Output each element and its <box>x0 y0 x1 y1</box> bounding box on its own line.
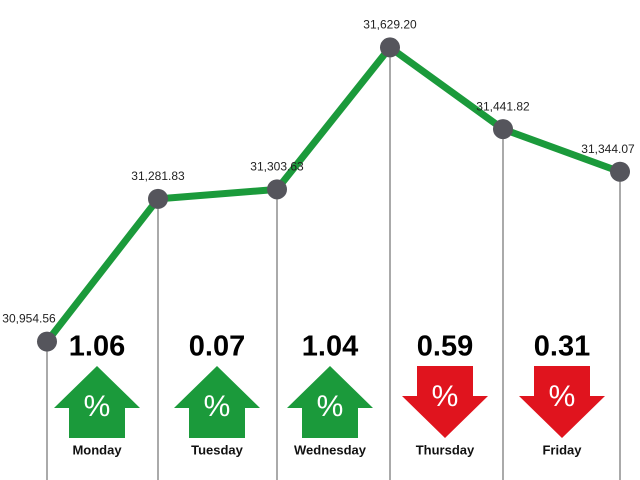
marker <box>148 188 168 209</box>
day-label: Tuesday <box>191 442 244 457</box>
change-value: 1.04 <box>302 331 358 363</box>
arrow-symbol: % <box>317 390 344 423</box>
marker <box>610 161 630 182</box>
value-label: 31,441.82 <box>476 99 530 113</box>
value-label: 31,344.07 <box>581 142 635 156</box>
arrow-symbol: % <box>549 380 576 413</box>
marker <box>37 331 57 352</box>
marker <box>493 119 513 140</box>
day-label: Friday <box>542 442 582 457</box>
change-value: 0.31 <box>534 331 590 363</box>
arrow-up <box>174 366 260 438</box>
change-value: 1.06 <box>69 331 125 363</box>
value-label: 31,303.63 <box>250 160 304 174</box>
line <box>44 43 622 344</box>
arrow-down <box>402 366 488 438</box>
marker <box>267 179 287 200</box>
day-label: Thursday <box>416 442 475 457</box>
change-value: 0.59 <box>417 331 473 363</box>
arrow-up <box>287 366 373 438</box>
arrow-down <box>519 366 605 438</box>
arrow-symbol: % <box>432 380 459 413</box>
value-label: 31,629.20 <box>363 18 417 32</box>
change-value: 0.07 <box>189 331 245 363</box>
arrow-symbol: % <box>204 390 231 423</box>
value-label: 30,954.56 <box>2 312 56 326</box>
arrow-symbol: % <box>84 390 111 423</box>
marker <box>380 37 400 58</box>
arrow-up <box>54 366 140 438</box>
day-label: Wednesday <box>294 442 367 457</box>
value-label: 31,281.83 <box>131 169 185 183</box>
day-label: Monday <box>72 442 122 457</box>
